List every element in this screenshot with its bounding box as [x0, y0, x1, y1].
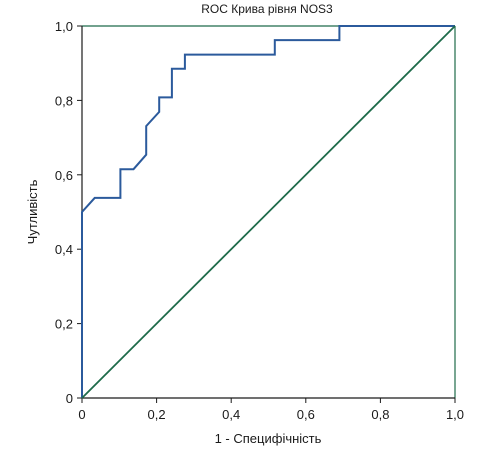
y-tick-label: 1,0 [55, 19, 73, 34]
roc-curve-line [81, 25, 455, 398]
x-tick-label: 0,8 [371, 407, 389, 422]
x-tick-label: 0,2 [148, 407, 166, 422]
x-tick-label: 0 [78, 407, 85, 422]
axis-ticks: 0 0,2 0,4 0,6 0,8 1,0 0 0,2 0,4 0,6 0,8 1,0 [55, 19, 464, 422]
y-tick-label: 0,6 [55, 168, 73, 183]
y-axis-label: Чутливість [25, 179, 40, 244]
x-tick-label: 0,4 [222, 407, 240, 422]
series-layer [81, 25, 456, 399]
y-tick-label: 0,8 [55, 93, 73, 108]
y-tick-label: 0,2 [55, 317, 73, 332]
x-tick-label: 1,0 [446, 407, 464, 422]
x-tick-label: 0,6 [297, 407, 315, 422]
chart-title: ROC Крива рівня NOS3 [201, 2, 333, 16]
reference-diagonal-line [81, 25, 456, 399]
y-tick-label: 0,4 [55, 242, 73, 257]
x-axis-label: 1 - Специфічність [215, 431, 322, 446]
y-tick-label: 0 [66, 391, 73, 406]
